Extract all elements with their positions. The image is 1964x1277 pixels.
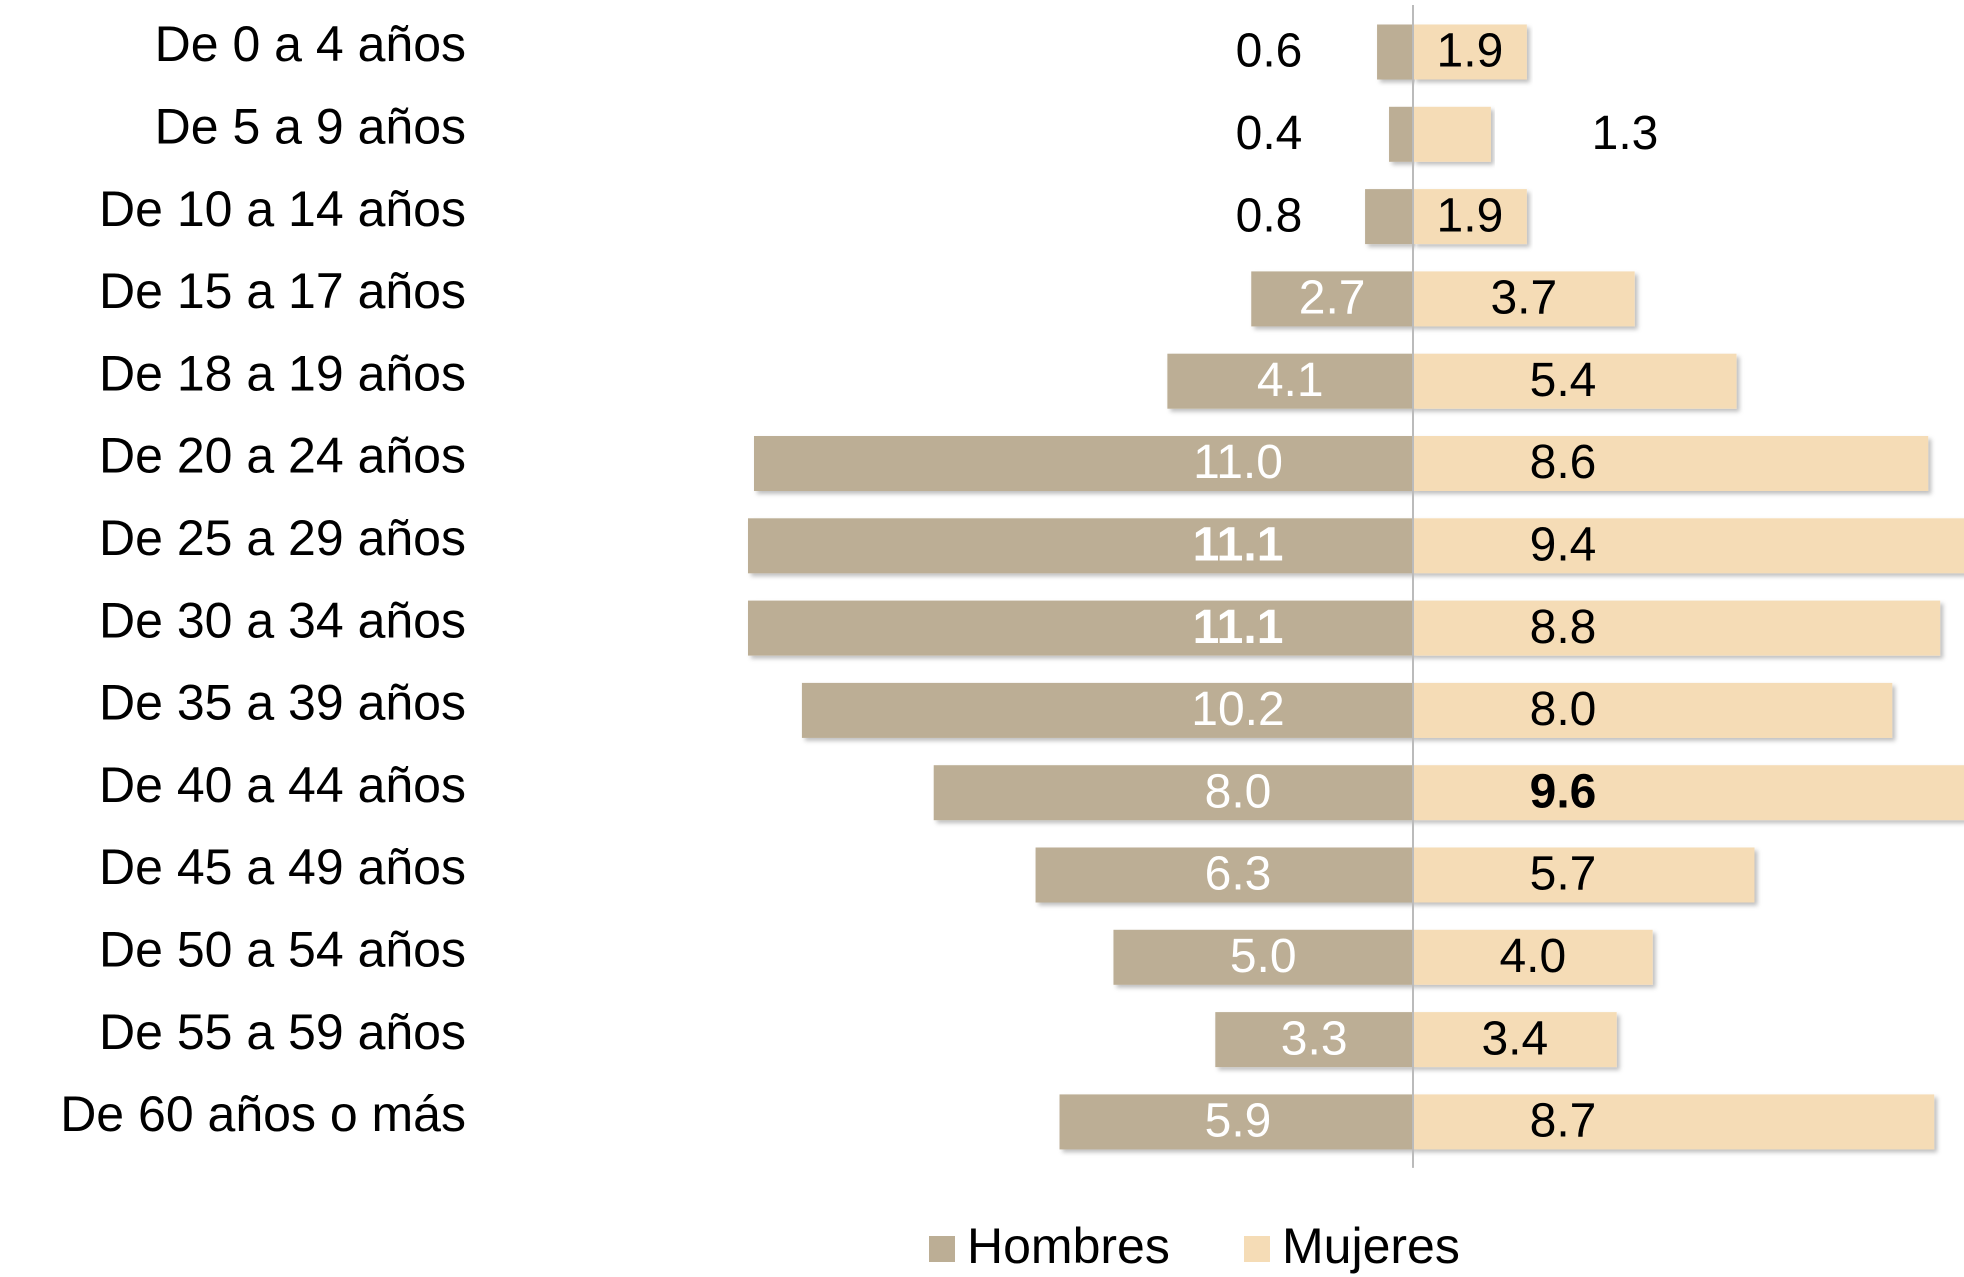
category-label: De 10 a 14 años bbox=[99, 181, 466, 237]
data-label: 8.0 bbox=[1205, 765, 1272, 818]
data-label: 0.4 bbox=[1236, 107, 1303, 160]
bar bbox=[1377, 24, 1413, 80]
bar bbox=[1035, 847, 1413, 903]
data-label: 5.4 bbox=[1530, 354, 1597, 407]
category-label: De 50 a 54 años bbox=[99, 922, 466, 978]
bar bbox=[1413, 353, 1737, 409]
bar bbox=[1059, 1094, 1413, 1150]
bar bbox=[1413, 1094, 1935, 1150]
data-label: 9.6 bbox=[1530, 765, 1597, 818]
bar bbox=[1413, 106, 1491, 162]
bar bbox=[1413, 24, 1527, 80]
data-label: 1.9 bbox=[1437, 25, 1504, 78]
legend-label: Hombres bbox=[967, 1218, 1170, 1274]
bar bbox=[1389, 106, 1413, 162]
data-label: 8.6 bbox=[1530, 436, 1597, 489]
bar bbox=[748, 518, 1413, 574]
bar bbox=[1365, 189, 1413, 245]
bar bbox=[1413, 189, 1527, 245]
bar bbox=[1413, 518, 1964, 574]
data-label: 8.7 bbox=[1530, 1095, 1597, 1148]
category-label: De 0 a 4 años bbox=[155, 16, 466, 72]
data-label: 5.7 bbox=[1530, 848, 1597, 901]
category-label: De 60 años o más bbox=[60, 1086, 466, 1142]
bar bbox=[1413, 271, 1635, 327]
bar bbox=[753, 436, 1413, 491]
category-label: De 45 a 49 años bbox=[99, 839, 466, 895]
category-label: De 15 a 17 años bbox=[99, 263, 466, 319]
data-label: 2.7 bbox=[1299, 272, 1366, 325]
bar bbox=[933, 765, 1413, 821]
bar bbox=[1113, 929, 1413, 985]
bar bbox=[1413, 765, 1964, 821]
bar bbox=[1413, 847, 1755, 903]
data-label: 11.0 bbox=[1193, 436, 1283, 489]
data-label: 0.8 bbox=[1236, 189, 1303, 242]
data-label: 3.3 bbox=[1281, 1012, 1348, 1065]
data-label: 10.2 bbox=[1191, 683, 1284, 736]
data-label: 6.3 bbox=[1205, 848, 1272, 901]
data-label: 4.0 bbox=[1499, 930, 1566, 983]
bar bbox=[1413, 929, 1653, 985]
legend-label: Mujeres bbox=[1282, 1218, 1460, 1274]
data-label: 8.0 bbox=[1530, 683, 1597, 736]
category-label: De 18 a 19 años bbox=[99, 345, 466, 401]
category-label: De 40 a 44 años bbox=[99, 757, 466, 813]
bar bbox=[1413, 436, 1929, 491]
data-label: 5.0 bbox=[1230, 930, 1297, 983]
bar bbox=[1167, 353, 1413, 409]
bar bbox=[1413, 600, 1941, 656]
bar bbox=[1413, 682, 1893, 738]
category-label: De 5 a 9 años bbox=[155, 99, 466, 155]
category-label: De 35 a 39 años bbox=[99, 675, 466, 731]
data-label: 9.4 bbox=[1530, 518, 1597, 571]
category-label: De 55 a 59 años bbox=[99, 1004, 466, 1060]
bar bbox=[801, 682, 1413, 738]
bar bbox=[1413, 1012, 1617, 1068]
data-label: 11.1 bbox=[1193, 518, 1284, 571]
data-label: 1.9 bbox=[1437, 189, 1504, 242]
data-label: 3.4 bbox=[1481, 1012, 1548, 1065]
data-label: 1.3 bbox=[1592, 107, 1659, 160]
data-label: 8.8 bbox=[1530, 601, 1597, 654]
bar bbox=[1215, 1012, 1413, 1068]
bar bbox=[748, 600, 1413, 656]
data-label: 11.1 bbox=[1193, 601, 1284, 654]
category-label: De 25 a 29 años bbox=[99, 510, 466, 566]
bar bbox=[1251, 271, 1413, 327]
data-label: 3.7 bbox=[1490, 272, 1557, 325]
data-label: 5.9 bbox=[1205, 1095, 1272, 1148]
legend-swatch bbox=[1244, 1236, 1270, 1262]
data-label: 4.1 bbox=[1257, 354, 1324, 407]
data-label: 0.6 bbox=[1236, 25, 1303, 78]
legend-swatch bbox=[929, 1236, 955, 1262]
category-label: De 30 a 34 años bbox=[99, 592, 466, 648]
category-label: De 20 a 24 años bbox=[99, 428, 466, 484]
